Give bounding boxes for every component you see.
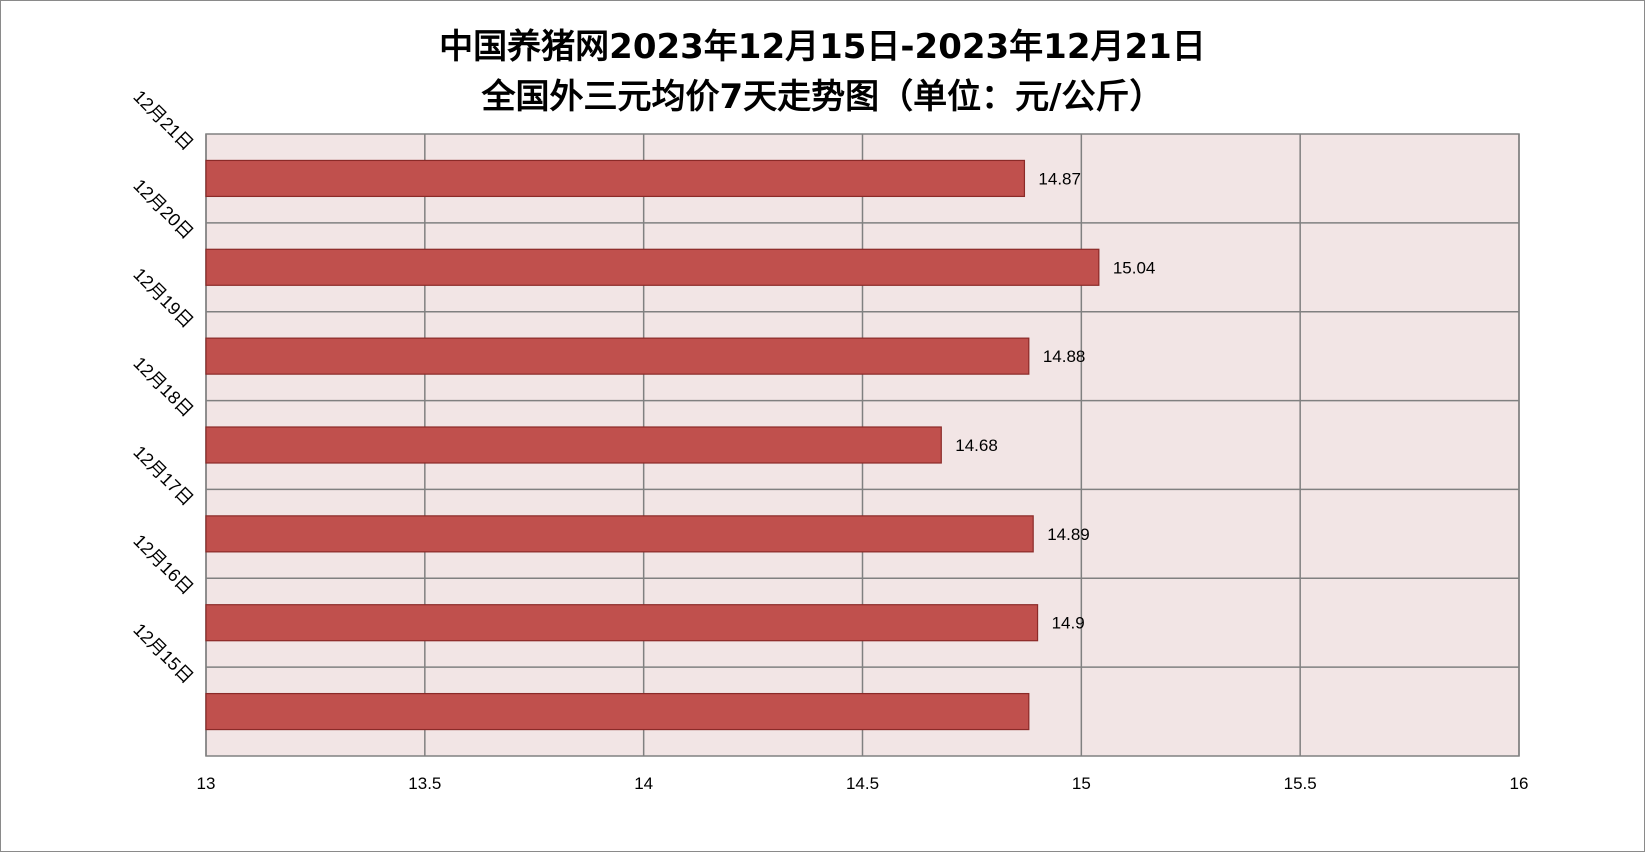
x-tick-label-2: 14 bbox=[634, 774, 653, 793]
x-tick-label-5: 15.5 bbox=[1284, 774, 1317, 793]
x-axis-tick-labels: 13 13.5 14 14.5 15 15.5 16 bbox=[197, 774, 1529, 793]
x-tick-label-6: 16 bbox=[1510, 774, 1529, 793]
data-labels: 14.87 15.04 14.88 14.68 14.89 14.9 bbox=[955, 169, 1155, 632]
y-axis-category-labels: 12月21日 12月20日 12月19日 12月18日 12月17日 12月16日 12月1… bbox=[129, 86, 197, 687]
bar-0 bbox=[205, 159, 1026, 198]
bar-6 bbox=[205, 692, 1030, 731]
x-tick-label-1: 13.5 bbox=[408, 774, 441, 793]
category-label-2: 12月19日 bbox=[129, 264, 197, 332]
grid-lines bbox=[205, 134, 1520, 756]
chart-title-line-2: 全国外三元均价7天走势图（单位：元/公斤） bbox=[481, 77, 1164, 117]
data-label-3: 14.68 bbox=[955, 436, 998, 455]
category-label-6: 12月15日 bbox=[129, 619, 197, 687]
chart-title-line-1: 中国养猪网2023年12月15日-2023年12月21日 bbox=[439, 27, 1206, 67]
data-label-0: 14.87 bbox=[1038, 169, 1081, 188]
x-tick-label-3: 14.5 bbox=[846, 774, 879, 793]
category-label-3: 12月18日 bbox=[129, 353, 197, 421]
x-tick-label-4: 15 bbox=[1072, 774, 1091, 793]
bar-3 bbox=[205, 426, 942, 464]
data-label-1: 15.04 bbox=[1113, 258, 1156, 277]
bar-4 bbox=[205, 515, 1034, 553]
category-label-0: 12月21日 bbox=[129, 86, 197, 154]
data-label-2: 14.88 bbox=[1043, 347, 1086, 366]
bar-2 bbox=[205, 337, 1030, 375]
chart-title: 中国养猪网2023年12月15日-2023年12月21日 全国外三元均价7天走势… bbox=[0, 22, 1645, 122]
bars bbox=[205, 159, 1100, 731]
category-label-5: 12月16日 bbox=[129, 531, 197, 599]
data-label-5: 14.9 bbox=[1052, 614, 1085, 633]
bar-5 bbox=[205, 604, 1039, 642]
data-label-4: 14.89 bbox=[1047, 525, 1090, 544]
category-label-4: 12月17日 bbox=[129, 442, 197, 510]
x-tick-label-0: 13 bbox=[197, 774, 216, 793]
bar-1 bbox=[205, 248, 1100, 286]
category-label-1: 12月20日 bbox=[129, 175, 197, 243]
